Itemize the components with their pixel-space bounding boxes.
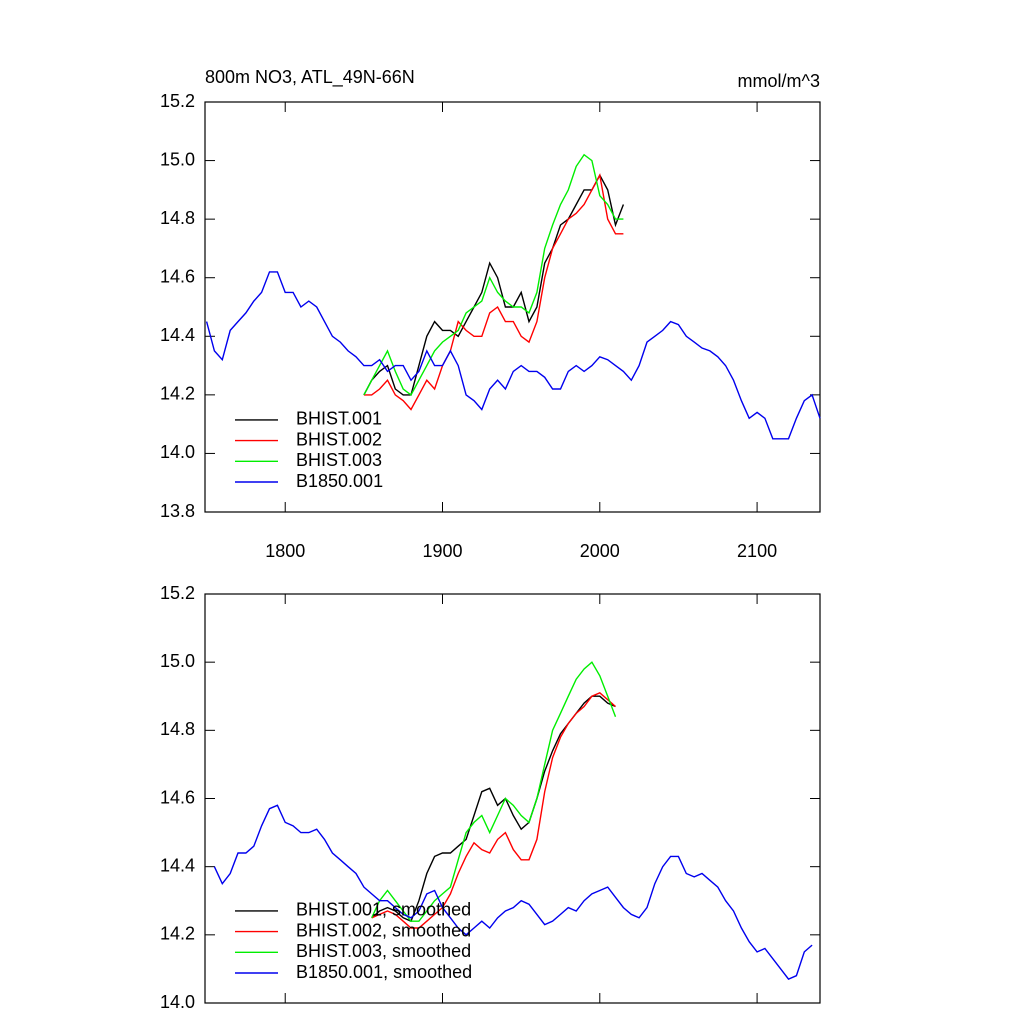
plot-frame [204,101,821,513]
series-line [213,804,813,980]
y-tick-label: 15.2 [160,583,195,603]
y-tick-label: 14.6 [160,266,195,286]
legend-label: BHIST.003 [296,450,382,470]
legend-label: B1850.001 [296,471,383,491]
x-tick-label: 1800 [265,541,305,561]
y-tick-label: 15.0 [160,149,195,169]
series-line [371,691,616,929]
legend-label: B1850.001, smoothed [296,962,472,982]
x-tick-label: 2100 [737,541,777,561]
series-line [363,173,624,411]
legend-label: BHIST.002 [296,429,382,449]
series-line [363,173,625,396]
series-line [363,153,624,396]
y-tick-label: 14.0 [160,992,195,1012]
series-line [371,661,617,922]
y-tick-label: 14.4 [160,325,195,345]
x-tick-label: 2000 [580,541,620,561]
legend-label: BHIST.001 [296,409,382,429]
series-line [205,271,821,440]
y-tick-label: 14.4 [160,855,195,875]
legend-label: BHIST.002, smoothed [296,920,471,940]
chart-title: 800m NO3, ATL_49N-66N [205,67,415,88]
y-tick-label: 14.2 [160,924,195,944]
y-tick-label: 14.0 [160,442,195,462]
x-tick-label: 1900 [422,541,462,561]
y-tick-label: 14.2 [160,384,195,404]
units-label: mmol/m^3 [738,71,820,91]
y-tick-label: 14.6 [160,787,195,807]
series-line [371,695,616,923]
y-tick-label: 13.8 [160,501,195,521]
plot-frame [204,593,821,1004]
legend-label: BHIST.003, smoothed [296,941,471,961]
legend-label: BHIST.001, smoothed [296,900,471,920]
y-tick-label: 14.8 [160,719,195,739]
y-tick-label: 15.2 [160,91,195,111]
y-tick-label: 14.8 [160,208,195,228]
y-tick-label: 15.0 [160,651,195,671]
